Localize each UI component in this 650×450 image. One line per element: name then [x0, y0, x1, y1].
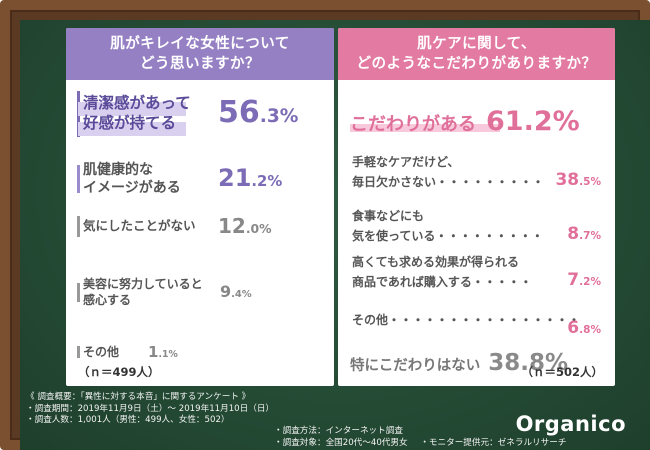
category-label: その他	[83, 344, 119, 360]
pct-integer: 6	[567, 318, 580, 338]
survey-summary: 《 調査概要：「異性に対する本音」に関するアンケート 》 ・調査期間：2019年…	[26, 392, 274, 427]
right-header-line-2: どのようなこだわりがありますか？	[356, 56, 597, 72]
bar-value-label: 21.2%	[218, 164, 282, 192]
survey-count: ・調査人数：1,001人（男性：499人、女性：502）	[26, 415, 230, 425]
bar-value-label: 12.0%	[218, 214, 272, 238]
breakdown-value: 7.2%	[567, 270, 601, 290]
category-label: 気にしたことがない	[83, 218, 196, 235]
breakdown-value: 8.7%	[567, 224, 601, 244]
survey-method: ・調査方法：インターネット調査	[274, 426, 403, 436]
pct-decimal: .1%	[158, 348, 178, 360]
right-n-label: （ｎ＝502人）	[521, 365, 603, 379]
main-answer-row: 特にこだわりはない 38.8%	[350, 350, 568, 376]
breakdown-label-line: 食事などにも	[352, 209, 425, 223]
breakdown-label: 高くても求める効果が得られる 商品であれば購入する・・・・・	[352, 252, 532, 292]
bar-marker	[77, 215, 80, 237]
breakdown-value: 38.5%	[555, 170, 601, 190]
pct-decimal: .4%	[231, 289, 252, 301]
category-label: 美容に努力していると 感心する	[83, 276, 203, 308]
pct-integer: 1	[148, 342, 159, 361]
breakdown-label: 手軽なケアだけど、毎日欠かさない・・・・・・・・・	[352, 152, 544, 192]
breakdown-label-line: 気を使っている・・・・・・・・・	[352, 229, 544, 243]
category-label-line: 好感が持てる	[83, 113, 177, 132]
breakdown-label: 食事などにも気を使っている・・・・・・・・・	[352, 206, 543, 246]
bar-value-label: 9.4%	[220, 282, 252, 301]
category-label-line: 感心する	[83, 293, 132, 307]
pct-decimal: .8%	[520, 350, 569, 376]
pct-decimal: .3%	[259, 105, 299, 127]
pct-integer: 38	[555, 170, 580, 190]
left-header-line-2: どう思いますか？	[140, 56, 260, 72]
pct-decimal: .7%	[579, 230, 601, 242]
breakdown-value: 6.8%	[567, 318, 601, 338]
bar-marker	[77, 165, 80, 193]
pct-decimal: .8%	[579, 324, 601, 336]
pct-integer: 9	[220, 282, 232, 302]
pct-integer: 7	[567, 270, 580, 290]
survey-extra: ・調査方法：インターネット調査 ・調査対象：全国20代～40代男女 ・モニター提…	[274, 426, 566, 449]
main-answer-value: 38.8%	[488, 350, 568, 376]
pct-integer: 38	[488, 350, 521, 376]
pct-integer: 12	[218, 213, 246, 238]
right-panel: 肌ケアに関して、 どのようなこだわりがありますか？ こだわりがある 61.2% 手軽…	[338, 28, 615, 386]
category-label-line: 美容に努力していると	[83, 277, 203, 291]
category-label: 清潔感があって 好感が持てる	[83, 94, 191, 133]
main-answer-value: 61.2%	[486, 106, 580, 137]
survey-target: ・調査対象：全国20代～40代男女	[274, 437, 408, 448]
label-highlight	[78, 121, 186, 136]
pct-integer: 8	[567, 224, 580, 244]
category-label: 肌健康的なイメージがある	[83, 161, 181, 197]
left-header-line-1: 肌がキレイな女性について	[110, 36, 290, 52]
category-label-line: その他	[83, 345, 120, 359]
pct-decimal: .2%	[579, 276, 601, 288]
pct-decimal: .2%	[523, 106, 580, 137]
main-answer-row: こだわりがある 61.2%	[350, 106, 580, 137]
right-header-line-1: 肌ケアに関して、	[417, 36, 536, 52]
survey-target-row: ・調査対象：全国20代～40代男女 ・モニター提供元：ゼネラルリサーチ	[274, 438, 566, 450]
pct-decimal: .0%	[245, 220, 272, 236]
bar-marker	[77, 282, 80, 302]
category-label-line: 肌健康的な	[83, 162, 153, 178]
left-panel: 肌がキレイな女性について どう思いますか？ 清潔感があって 好感が持てる 56.3%…	[66, 28, 334, 386]
breakdown-label: その他・・・・・・・・・・・・・・・・	[352, 310, 580, 330]
survey-period: ・調査期間：2019年11月9日（土）～ 2019年11月10日（日）	[26, 403, 275, 414]
left-n-label: （ｎ＝499人）	[78, 365, 160, 379]
main-answer-highlight	[350, 124, 500, 132]
survey-provider: ・モニター提供元：ゼネラルリサーチ	[420, 437, 567, 448]
breakdown-label-line: 高くても求める効果が得られる	[352, 255, 520, 269]
bar-value-label: 56.3%	[218, 95, 298, 130]
breakdown-label-line: 手軽なケアだけど、	[352, 155, 460, 169]
bar-marker	[77, 346, 80, 358]
left-header: 肌がキレイな女性について どう思いますか？	[66, 28, 334, 80]
main-answer-label: 特にこだわりはない	[350, 358, 481, 374]
right-header: 肌ケアに関して、 どのようなこだわりがありますか？	[338, 28, 615, 80]
breakdown-label-line: 毎日欠かさない・・・・・・・・・	[352, 175, 545, 189]
label-highlight	[78, 102, 186, 116]
pct-decimal: .2%	[251, 172, 283, 191]
survey-row-1: ・調査人数：1,001人（男性：499人、女性：502）	[26, 415, 274, 427]
breakdown-label-line: 商品であれば購入する・・・・・	[352, 275, 532, 289]
category-label-line: 気にしたことがない	[83, 218, 196, 233]
pct-integer: 61	[486, 106, 524, 137]
chalkboard: 肌がキレイな女性について どう思いますか？ 清潔感があって 好感が持てる 56.3%…	[20, 20, 650, 450]
organico-logo: Organico	[515, 412, 626, 436]
survey-title: 《 調査概要：「異性に対する本音」に関するアンケート 》	[26, 392, 251, 402]
main-answer-label: こだわりがある	[350, 114, 476, 135]
breakdown-label-line: その他・・・・・・・・・・・・・・・・	[352, 313, 581, 327]
pct-decimal: .5%	[579, 176, 601, 188]
category-label-line: イメージがある	[83, 180, 181, 196]
category-label-line: 清潔感があって	[83, 94, 191, 112]
pct-integer: 56	[218, 94, 260, 130]
pct-integer: 21	[218, 164, 252, 193]
bar-value-label: 1.1%	[148, 343, 178, 361]
